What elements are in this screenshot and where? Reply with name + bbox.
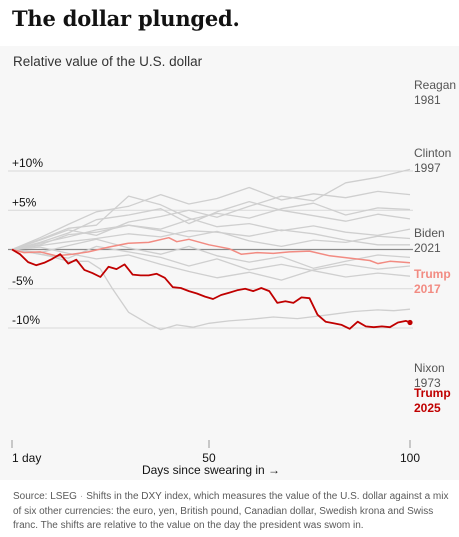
separator-dot: · [79, 491, 84, 502]
series-line [11, 224, 411, 251]
y-tick-label: -10% [12, 313, 40, 327]
series-line-trump-2017 [11, 236, 411, 265]
label-layer: Reagan1981Clinton1997Biden2021Trump2017N… [414, 78, 456, 415]
series-label-trump-2025: Trump [414, 386, 451, 400]
series-label-trump-2017: Trump [414, 267, 451, 281]
series-line [11, 246, 411, 281]
series-line-trump-2025 [11, 248, 411, 330]
y-tick-label: -5% [12, 274, 34, 288]
series-label-nixon-1973: Nixon [414, 361, 445, 375]
y-tick-label: +10% [12, 156, 43, 170]
source-label: Source: LSEG [13, 491, 77, 502]
x-tick-label: 1 day [12, 451, 41, 465]
series-label-nixon-1973: 1973 [414, 376, 441, 390]
series-line [11, 200, 411, 251]
series-label-trump-2025: 2025 [414, 401, 441, 415]
series-line-clinton-1997 [11, 202, 411, 251]
series-label-clinton-1997: 1997 [414, 161, 441, 175]
source-note: Source: LSEG · Shifts in the DXY index, wh… [13, 490, 449, 534]
series-line-reagan-1981 [11, 168, 411, 251]
series-label-reagan-1981: Reagan [414, 78, 456, 92]
series-label-clinton-1997: Clinton [414, 146, 451, 160]
chart-title: Relative value of the U.S. dollar [13, 54, 203, 69]
series-label-trump-2017: 2017 [414, 282, 441, 296]
series-line [11, 245, 411, 278]
series-end-dot [407, 319, 413, 326]
series-line-biden-2021 [11, 229, 410, 251]
y-tick-label: +5% [12, 195, 37, 209]
headline: The dollar plunged. [12, 6, 240, 31]
series-label-reagan-1981: 1981 [414, 93, 441, 107]
series-layer [11, 168, 413, 331]
series-line [11, 186, 411, 251]
series-line [11, 195, 411, 251]
series-label-biden-2021: 2021 [414, 241, 441, 255]
x-tick-label: 100 [400, 451, 420, 465]
grid-layer: +10% +5% -5% -10% 1 day 50 100 [8, 156, 420, 465]
source-text: Shifts in the DXY index, which measures … [13, 491, 449, 531]
x-tick-label: 50 [202, 451, 216, 465]
series-label-biden-2021: Biden [414, 226, 445, 240]
series-line [11, 238, 411, 269]
x-axis-label: Days since swearing in → [142, 463, 280, 477]
